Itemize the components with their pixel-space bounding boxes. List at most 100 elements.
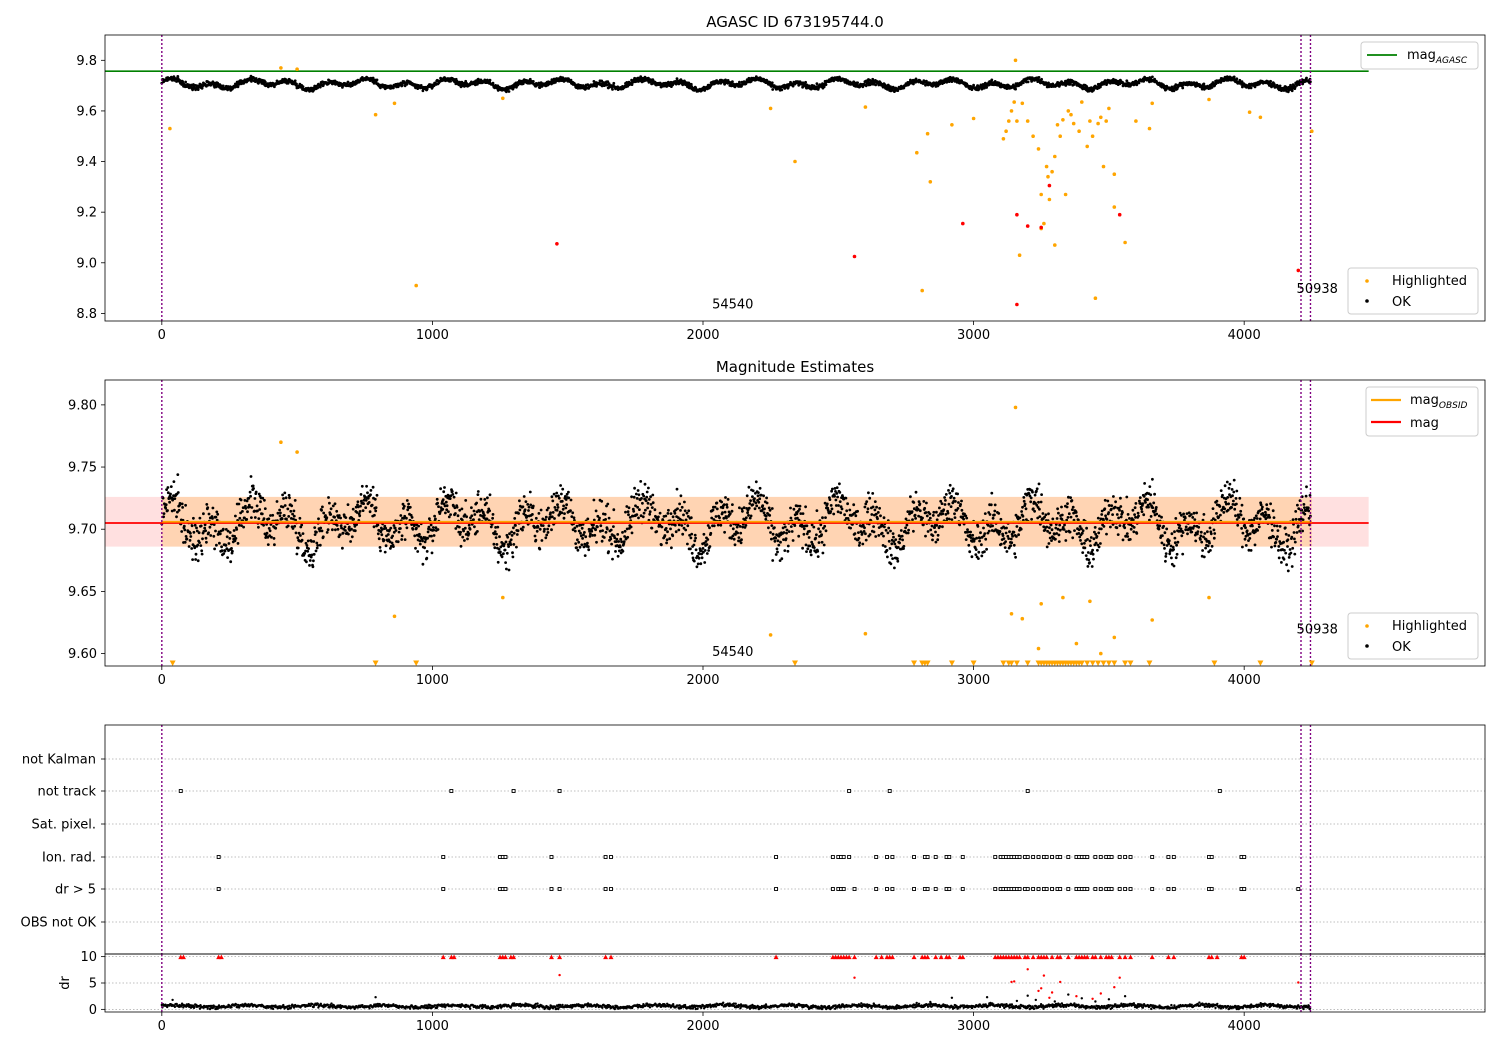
ok-point [605, 504, 608, 508]
ok-point [176, 510, 179, 514]
ok-point [352, 517, 355, 521]
ok-point [483, 514, 486, 517]
ok-point [439, 506, 443, 509]
ok-point [392, 545, 395, 548]
ok-point [393, 526, 397, 530]
ok-point [1021, 514, 1025, 518]
ok-point [1232, 75, 1236, 79]
ok-point [807, 536, 811, 539]
ok-point [630, 531, 634, 535]
ok-point [923, 506, 927, 510]
ok-point [359, 504, 362, 508]
ok-point [730, 536, 733, 540]
ok-point [331, 504, 335, 508]
ok-point [936, 533, 940, 537]
ok-point [649, 503, 653, 506]
ok-point [522, 495, 526, 498]
highlighted-point [1007, 119, 1011, 123]
highlighted-point [1047, 183, 1052, 188]
agasc-ytick-label: 9.2 [76, 206, 97, 221]
ok-point [312, 540, 316, 543]
highlighted-point [950, 123, 954, 127]
ok-point [725, 516, 728, 520]
ok-point [164, 503, 168, 507]
ok-point [676, 507, 679, 511]
ok-point [364, 506, 368, 510]
ok-point [931, 534, 935, 537]
highlighted-point [1310, 129, 1314, 133]
ok-point [609, 528, 613, 532]
ok-point [1273, 83, 1276, 87]
ok-point [1066, 502, 1069, 505]
ok-point [485, 517, 489, 521]
ok-point [928, 516, 932, 520]
ok-point [889, 562, 893, 566]
ok-point [491, 81, 495, 85]
ok-point [694, 536, 697, 540]
ok-point [512, 526, 515, 530]
ok-point [839, 505, 843, 509]
ok-point [1020, 510, 1023, 513]
ok-point [445, 508, 449, 512]
ok-point [876, 511, 880, 514]
ok-point [723, 530, 726, 534]
ok-point [437, 505, 440, 508]
highlighted-point [1069, 112, 1073, 117]
ok-point [1070, 508, 1074, 511]
ok-point [466, 537, 469, 541]
ok-point [308, 564, 311, 567]
ok-point [935, 518, 939, 522]
ok-point [194, 552, 198, 556]
ok-point [525, 514, 529, 518]
ok-point [411, 527, 415, 531]
ok-point [932, 510, 936, 514]
ok-point [591, 534, 594, 537]
ok-point [737, 536, 741, 539]
ok-point [756, 494, 760, 498]
ok-point [405, 499, 409, 502]
ok-point [549, 511, 552, 515]
ok-point [953, 512, 956, 516]
ok-point [710, 516, 714, 520]
ok-point [917, 514, 920, 518]
ok-point [681, 532, 685, 536]
ok-point [980, 535, 984, 539]
ok-point [492, 542, 496, 546]
ok-point [189, 531, 192, 535]
ok-point [768, 508, 772, 512]
ok-point [1083, 546, 1087, 550]
ok-point [1022, 81, 1025, 85]
ok-point [582, 533, 585, 537]
ok-point [1086, 538, 1089, 541]
ok-point [1107, 511, 1111, 514]
ok-point [685, 511, 689, 515]
ok-point [479, 514, 482, 517]
ok-point [389, 526, 393, 530]
ok-point [464, 533, 468, 536]
ok-point [1065, 505, 1069, 509]
ok-point [799, 512, 803, 515]
ok-point [399, 514, 403, 517]
ok-point [874, 83, 878, 87]
ok-point [225, 535, 229, 539]
ok-point [961, 515, 965, 519]
ok-point [442, 490, 446, 494]
ok-point [236, 542, 240, 545]
ok-point [1096, 516, 1100, 520]
ok-point [190, 524, 194, 528]
ok-point [366, 491, 369, 495]
ok-point [867, 491, 870, 495]
ok-point [545, 533, 549, 537]
ok-point [1047, 512, 1050, 516]
ok-point [402, 507, 405, 510]
ok-point [768, 514, 772, 517]
ok-point [561, 507, 565, 511]
ok-point [578, 545, 582, 549]
ok-point [783, 549, 787, 552]
ok-point [702, 550, 705, 554]
ok-point [684, 518, 688, 522]
highlighted-point [1013, 58, 1018, 63]
ok-point [934, 540, 938, 544]
ok-point [1077, 518, 1080, 522]
ok-point [312, 559, 315, 563]
